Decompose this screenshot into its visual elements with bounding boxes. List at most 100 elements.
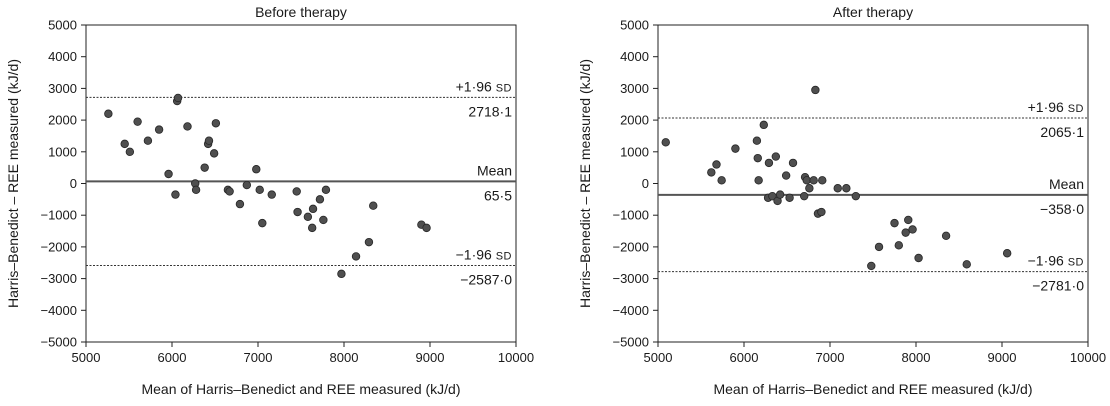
before-data-point — [258, 218, 267, 228]
after-x-tick-label: 9000 — [988, 350, 1017, 365]
lower-limit-prefix: −1·96 — [1028, 253, 1068, 269]
before-x-tick-label: 7000 — [244, 350, 273, 365]
lower-limit-prefix: −1·96 — [456, 247, 496, 263]
after-y-tick-label: −1000 — [612, 208, 649, 223]
after-data-point — [661, 138, 670, 147]
after-chart-title: After therapy — [833, 4, 913, 20]
after-data-point — [805, 184, 814, 193]
upper-limit-prefix: +1·96 — [456, 78, 496, 94]
before-data-point — [369, 201, 378, 210]
before-data-point — [133, 117, 142, 126]
after-data-point — [800, 191, 809, 201]
before-data-point — [252, 165, 261, 174]
before-x-tick-label: 8000 — [330, 350, 359, 365]
after-y-tick-label: 3000 — [620, 81, 649, 96]
after-y-tick-label: 0 — [642, 176, 649, 191]
after-data-point — [754, 176, 763, 185]
before-data-point — [125, 147, 135, 156]
after-data-point — [851, 191, 860, 201]
before-data-point — [200, 163, 209, 172]
before-data-point — [191, 185, 201, 195]
lower-limit-sd: SD — [1068, 257, 1084, 269]
after-data-point — [753, 153, 762, 163]
after-data-point — [707, 168, 716, 177]
before-data-point — [225, 187, 234, 196]
before-data-point — [422, 223, 431, 233]
after-data-point — [809, 176, 818, 185]
after-x-tick-label: 10000 — [1070, 350, 1106, 365]
before-data-point — [120, 139, 129, 149]
after-data-point — [901, 228, 910, 237]
before-y-tick-label: −3000 — [40, 271, 77, 286]
after-y-tick-label: 5000 — [620, 18, 649, 33]
before-y-tick-label: 4000 — [48, 49, 77, 64]
before-data-point — [303, 212, 313, 221]
after-mean-value: −358·0 — [1040, 201, 1084, 217]
before-lower-limit-label: −1·96 SD — [456, 247, 512, 263]
after-upper-limit-label: +1·96 SD — [1028, 99, 1084, 115]
before-data-point — [307, 223, 317, 233]
before-upper-limit-label: +1·96 SD — [456, 78, 512, 94]
after-data-point — [731, 144, 740, 153]
after-data-point — [1002, 249, 1012, 258]
after-data-point — [908, 225, 917, 234]
after-data-point — [768, 191, 777, 201]
after-data-point — [914, 253, 923, 263]
before-data-point — [209, 149, 219, 158]
after-lower-limit-label: −1·96 SD — [1028, 253, 1084, 269]
before-y-tick-label: −2000 — [40, 239, 77, 254]
before-data-point — [308, 204, 318, 214]
upper-limit-sd: SD — [496, 82, 512, 94]
after-data-point — [811, 85, 820, 95]
before-upper-limit-value: 2718·1 — [468, 103, 512, 119]
after-upper-limit-value: 2065·1 — [1040, 124, 1084, 140]
before-data-point — [364, 237, 374, 247]
after-data-point — [962, 260, 971, 269]
before-lower-limit-value: −2587·0 — [460, 272, 512, 288]
before-x-tick-label: 9000 — [416, 350, 445, 365]
after-data-point — [894, 241, 903, 250]
after-data-point — [904, 215, 913, 225]
after-data-point — [817, 207, 826, 217]
upper-limit-sd: SD — [1068, 103, 1084, 115]
after-data-point — [788, 158, 798, 168]
after-mean-label: Mean — [1049, 176, 1084, 192]
after-data-point — [802, 176, 811, 185]
before-data-point — [211, 119, 221, 128]
before-data-point — [292, 187, 301, 196]
before-y-tick-label: −1000 — [40, 208, 77, 223]
before-data-point — [351, 252, 361, 261]
after-data-point — [781, 171, 791, 180]
before-data-point — [315, 195, 325, 204]
before-y-tick-label: −4000 — [40, 303, 77, 318]
before-data-point — [319, 215, 328, 225]
after-data-point — [867, 261, 876, 271]
after-data-point — [752, 136, 762, 145]
lower-limit-sd: SD — [496, 251, 512, 263]
after-y-tick-label: −2000 — [612, 239, 649, 254]
before-data-point — [255, 185, 264, 195]
before-data-point — [173, 93, 183, 103]
before-data-point — [171, 190, 180, 199]
before-plot-frame — [85, 24, 517, 343]
after-lower-limit-value: −2781·0 — [1032, 278, 1084, 294]
after-y-tick-label: −4000 — [612, 303, 649, 318]
after-x-tick-label: 6000 — [730, 350, 759, 365]
after-x-tick-label: 5000 — [644, 350, 673, 365]
after-y-tick-label: 4000 — [620, 49, 649, 64]
before-data-point — [267, 190, 276, 199]
before-data-point — [293, 207, 302, 217]
before-y-tick-label: −5000 — [40, 335, 77, 350]
before-data-point — [337, 269, 346, 279]
after-data-point — [890, 218, 899, 228]
after-data-point — [941, 231, 951, 241]
before-chart-title: Before therapy — [255, 4, 347, 20]
after-y-tick-label: 1000 — [620, 144, 649, 159]
after-data-point — [759, 120, 768, 130]
after-data-point — [712, 160, 721, 169]
before-mean-value: 65·5 — [484, 187, 512, 203]
after-data-point — [874, 242, 884, 252]
after-x-axis-label: Mean of Harris–Benedict and REE measured… — [713, 381, 1032, 397]
